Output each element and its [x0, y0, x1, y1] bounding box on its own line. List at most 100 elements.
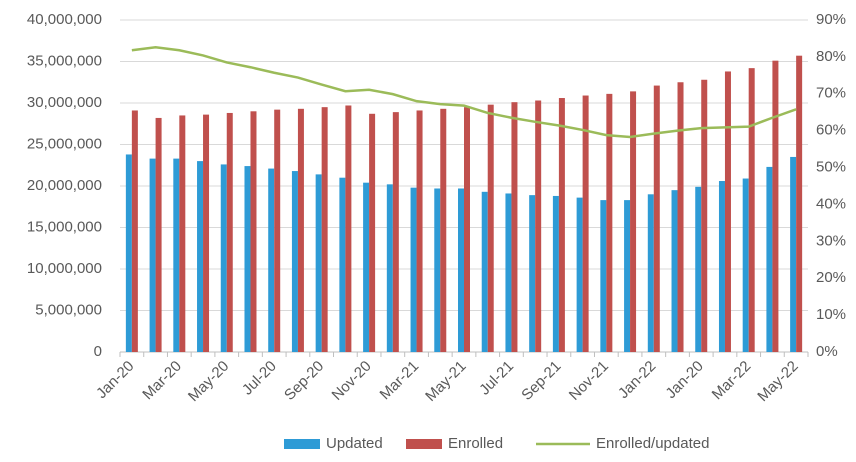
bar	[197, 161, 204, 352]
legend-item: Enrolled	[406, 435, 503, 452]
bar	[410, 187, 417, 352]
bar	[250, 111, 257, 352]
x-tick-label: May-20	[185, 358, 232, 405]
y2-tick-label: 40%	[816, 195, 846, 212]
bar	[416, 110, 423, 352]
y2-tick-label: 80%	[816, 48, 846, 65]
y-tick-label: 25,000,000	[27, 135, 102, 152]
bar	[179, 115, 186, 352]
legend-label: Enrolled/updated	[596, 435, 709, 452]
legend-item: Enrolled/updated	[536, 435, 709, 452]
bar	[155, 117, 162, 352]
x-tick-label: May-22	[754, 358, 801, 405]
y-tick-label: 30,000,000	[27, 94, 102, 111]
legend-swatch	[406, 439, 442, 449]
bar	[464, 107, 470, 353]
bar	[315, 174, 322, 352]
x-tick-label: Mar-21	[377, 358, 423, 404]
y-tick-label: 40,000,000	[27, 11, 102, 28]
bar	[796, 55, 803, 352]
y2-tick-label: 0%	[816, 343, 838, 360]
bar	[487, 104, 494, 352]
bar	[149, 158, 156, 352]
bar	[695, 186, 702, 352]
bar	[576, 197, 583, 352]
y-tick-label: 15,000,000	[27, 218, 102, 235]
y2-tick-label: 60%	[816, 122, 846, 139]
x-tick-label: Mar-20	[139, 358, 185, 404]
y-tick-label: 35,000,000	[27, 52, 102, 69]
legend-swatch	[284, 439, 320, 449]
bar	[345, 105, 352, 353]
bar	[505, 193, 512, 352]
x-tick-label: Nov-20	[329, 358, 375, 404]
bar	[481, 191, 488, 352]
x-tick-label: Jan-22	[615, 358, 659, 402]
bar	[748, 68, 755, 352]
x-tick-label: Nov-21	[566, 358, 612, 404]
bar	[268, 168, 275, 352]
bar	[772, 60, 779, 353]
bar	[653, 85, 660, 352]
x-tick-label: Jan-20	[93, 358, 137, 402]
y2-tick-label: 70%	[816, 85, 846, 102]
bar	[671, 190, 678, 352]
x-tick-label: May-21	[422, 358, 469, 405]
bar	[220, 164, 227, 352]
y2-tick-label: 10%	[816, 306, 846, 323]
bar	[677, 82, 684, 352]
bar	[606, 93, 613, 353]
legend-item: Updated	[284, 435, 383, 452]
bar	[386, 184, 393, 352]
bar	[274, 109, 281, 352]
bar	[125, 154, 132, 352]
bar	[511, 102, 518, 352]
bar	[291, 171, 298, 352]
bar	[369, 113, 376, 352]
bar	[339, 177, 346, 352]
bar	[790, 156, 797, 352]
bar	[718, 181, 725, 352]
bar	[724, 71, 731, 353]
bar	[701, 79, 708, 352]
bar	[321, 107, 328, 353]
bar	[440, 108, 447, 352]
bar	[552, 195, 559, 352]
y2-tick-label: 50%	[816, 159, 846, 176]
x-tick-label: Jul-20	[239, 358, 280, 399]
x-tick-label: Jul-21	[476, 358, 517, 399]
y2-tick-label: 20%	[816, 269, 846, 286]
bar	[173, 158, 180, 352]
x-tick-label: Mar-22	[709, 358, 755, 404]
bar	[226, 112, 233, 353]
x-tick-label: Sep-21	[518, 358, 564, 404]
bar	[203, 114, 210, 353]
bar	[647, 194, 654, 352]
bar	[529, 195, 536, 352]
legend-label: Updated	[326, 435, 383, 452]
y2-tick-label: 30%	[816, 232, 846, 249]
line-series	[131, 46, 797, 139]
bar	[558, 98, 565, 353]
bar	[244, 166, 251, 352]
bar	[742, 178, 749, 352]
bar	[434, 188, 441, 352]
y-tick-label: 20,000,000	[27, 177, 102, 194]
bar	[630, 91, 637, 352]
bar	[392, 112, 399, 352]
bar	[582, 95, 589, 352]
bar	[535, 100, 542, 352]
y-tick-label: 10,000,000	[27, 260, 102, 277]
bar	[624, 200, 631, 352]
y-tick-label: 0	[94, 343, 102, 360]
legend-label: Enrolled	[448, 435, 503, 452]
bar	[363, 182, 370, 352]
bar	[131, 110, 138, 352]
y-tick-label: 5,000,000	[35, 301, 102, 318]
bar	[458, 188, 464, 352]
x-tick-label: Sep-20	[281, 358, 327, 404]
y2-tick-label: 90%	[816, 11, 846, 28]
bar	[297, 108, 304, 352]
x-tick-label: Jan-20	[662, 358, 706, 402]
